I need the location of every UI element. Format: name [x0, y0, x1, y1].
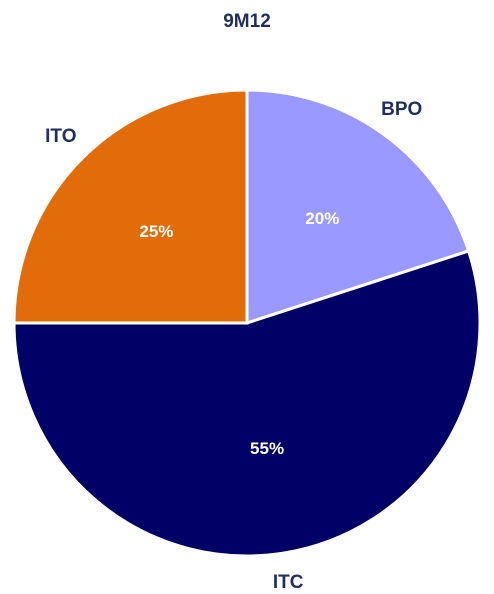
category-label: BPO	[381, 99, 422, 120]
category-label: ITC	[273, 572, 304, 593]
value-label: 25%	[139, 222, 173, 241]
category-label: ITO	[45, 126, 76, 147]
value-label: 20%	[305, 209, 339, 228]
value-label: 55%	[250, 439, 284, 458]
pie-slice	[245, 88, 471, 326]
chart-title: 9M12	[223, 11, 271, 32]
pie-slice	[12, 249, 482, 558]
pie-slice	[12, 88, 249, 325]
